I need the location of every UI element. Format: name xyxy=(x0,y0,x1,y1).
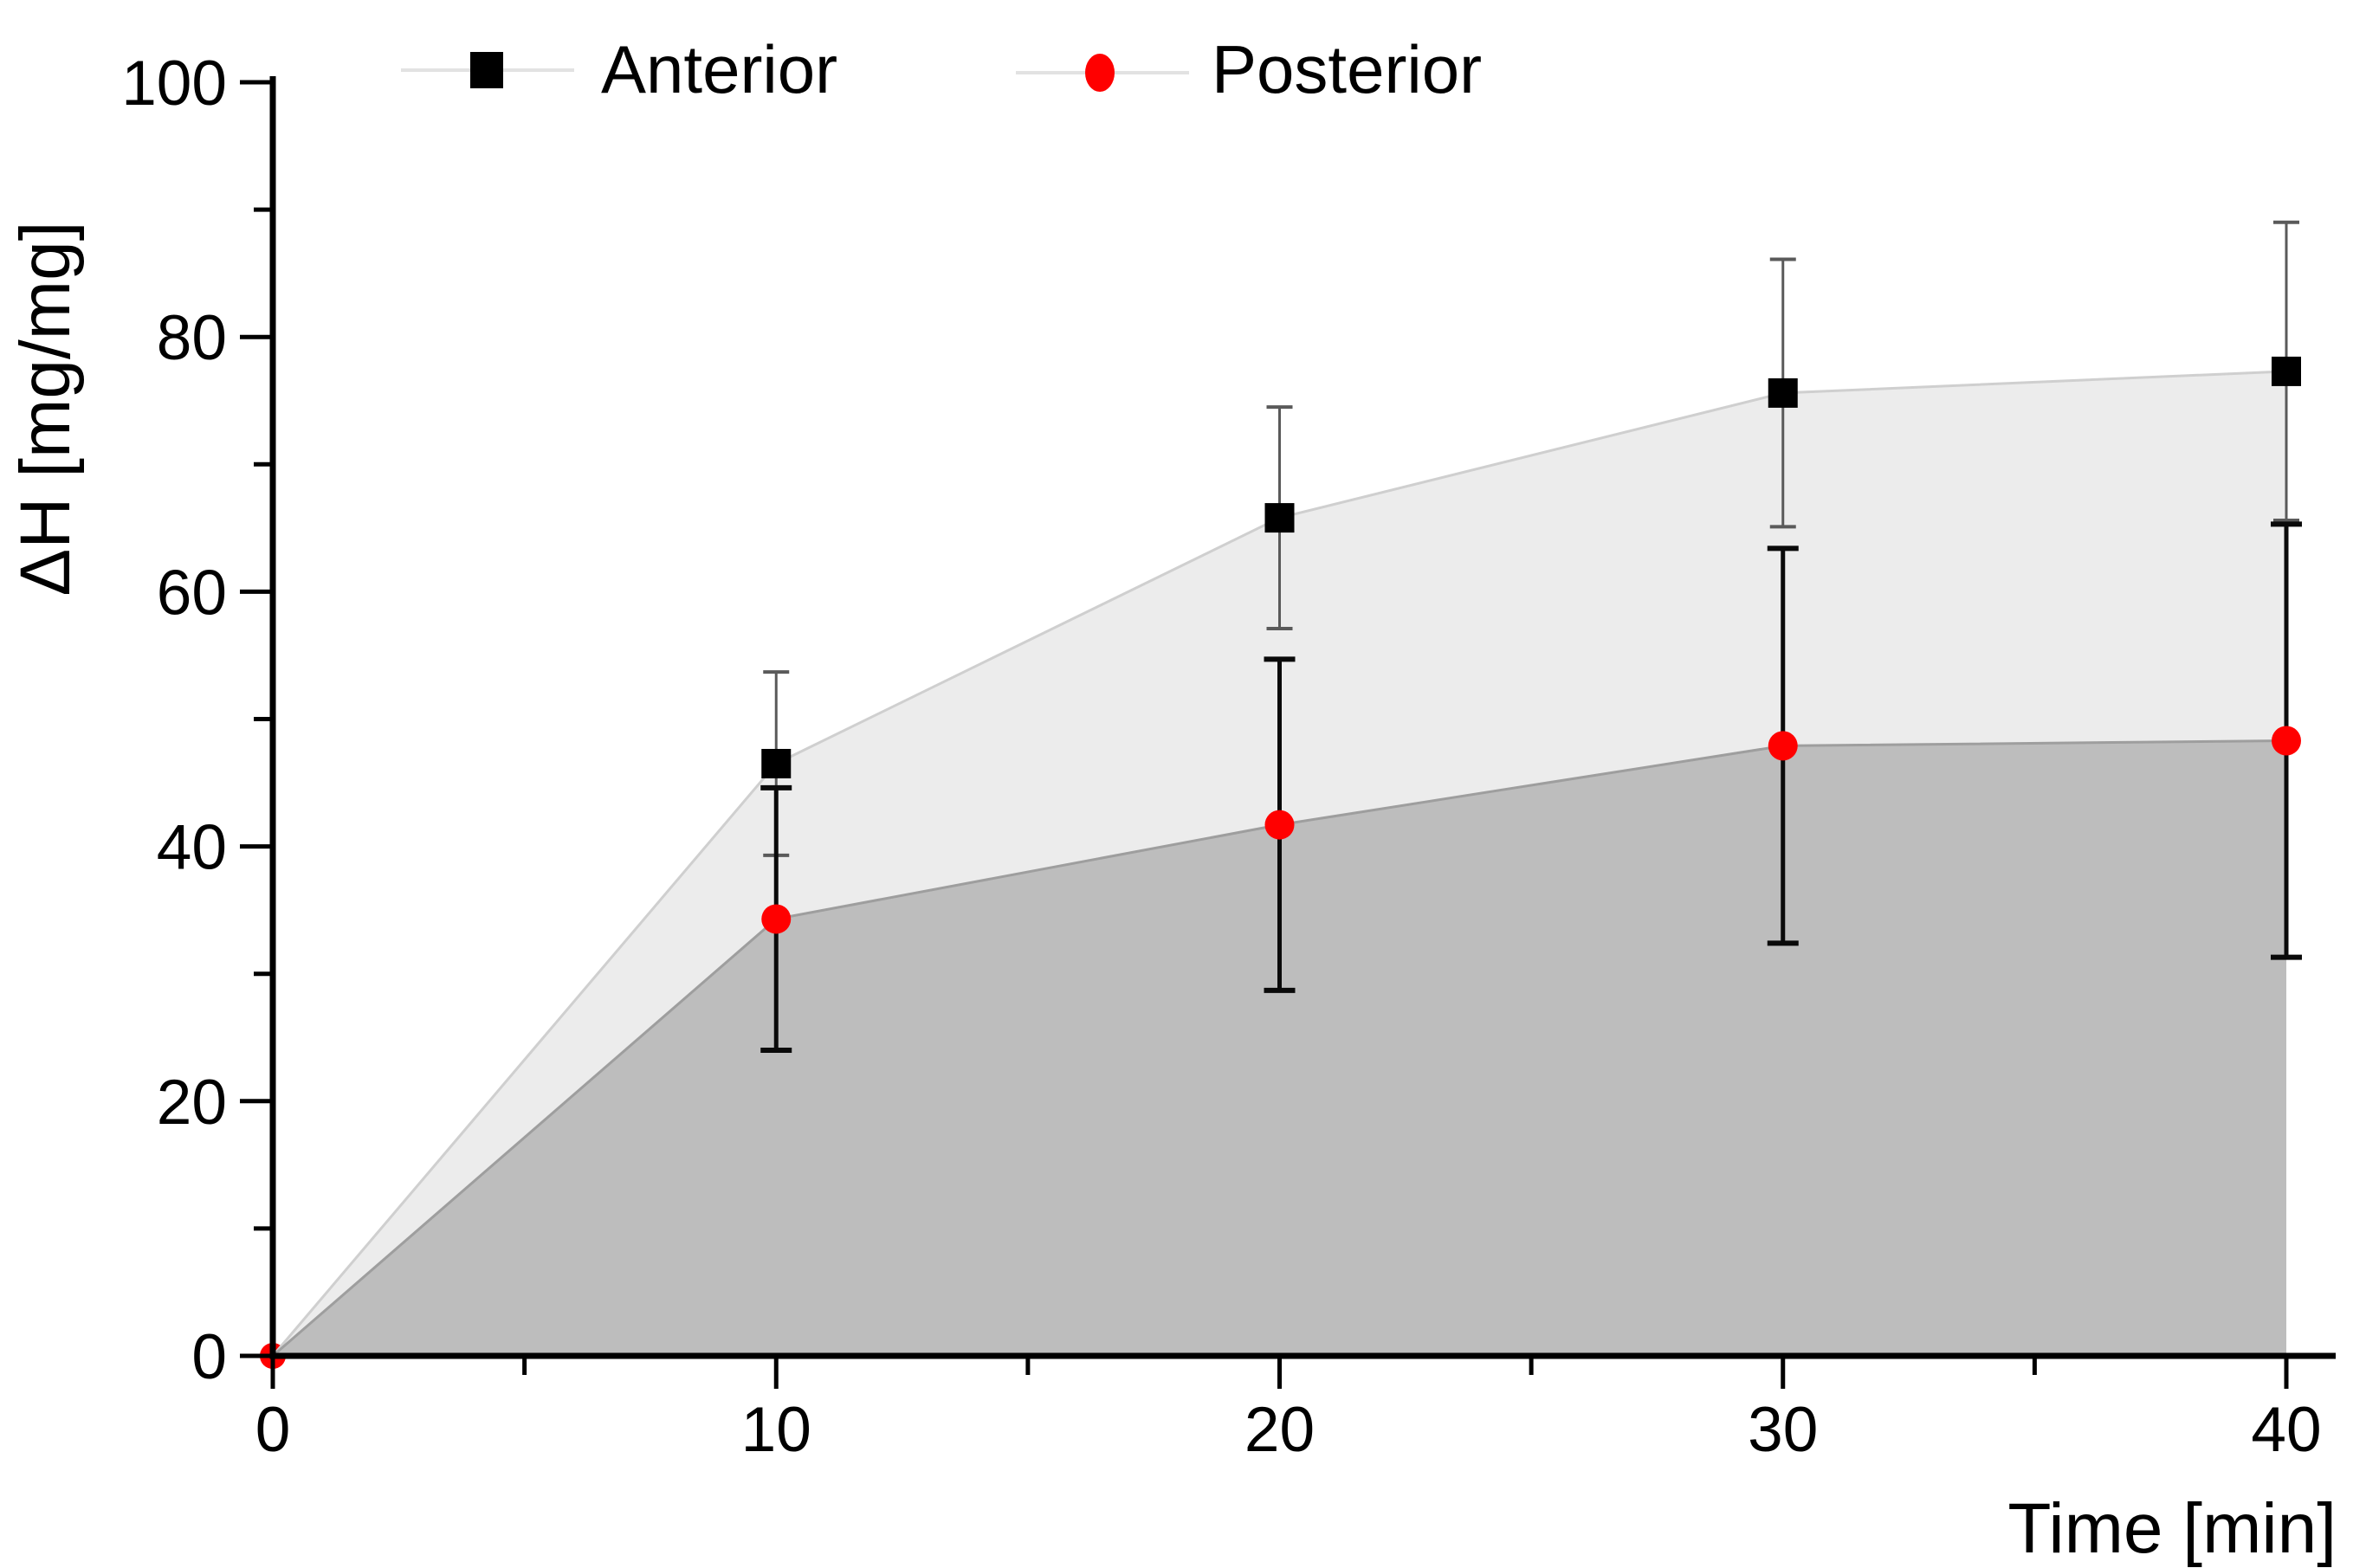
y-tick-label-0: 0 xyxy=(191,1322,227,1392)
posterior-marker-20 xyxy=(1264,810,1295,840)
x-tick-label-40: 40 xyxy=(2251,1395,2321,1465)
axes-layer xyxy=(240,76,2336,1389)
red-circle-icon xyxy=(1085,54,1115,92)
legend: Anterior Posterior xyxy=(401,31,1482,107)
y-tick-label-40: 40 xyxy=(157,813,227,883)
legend-label-anterior: Anterior xyxy=(601,31,837,107)
anterior-marker-10 xyxy=(761,748,792,778)
y-tick-label-20: 20 xyxy=(157,1068,227,1138)
x-axis-title: Time [min] xyxy=(2007,1489,2337,1568)
anterior-marker-20 xyxy=(1264,503,1295,533)
tick-label-layer: 0 20 40 60 80 100 0 10 20 30 40 xyxy=(121,48,2321,1465)
data-marker-layer xyxy=(761,356,2301,934)
x-tick-label-20: 20 xyxy=(1244,1395,1315,1465)
black-square-icon xyxy=(470,52,503,88)
posterior-marker-40 xyxy=(2272,726,2301,756)
anterior-marker-30 xyxy=(1768,377,1798,408)
y-axis-title: ΔH [mg/mg] xyxy=(6,222,85,597)
anterior-marker-40 xyxy=(2272,356,2301,386)
y-tick-label-60: 60 xyxy=(157,558,227,628)
posterior-marker-30 xyxy=(1768,731,1798,761)
y-tick-label-100: 100 xyxy=(121,48,227,119)
y-tick-label-80: 80 xyxy=(157,303,227,373)
x-tick-label-30: 30 xyxy=(1748,1395,1818,1465)
x-tick-label-0: 0 xyxy=(255,1395,291,1465)
legend-label-posterior: Posterior xyxy=(1212,31,1482,107)
posterior-marker-10 xyxy=(761,904,792,934)
x-tick-label-10: 10 xyxy=(741,1395,811,1465)
